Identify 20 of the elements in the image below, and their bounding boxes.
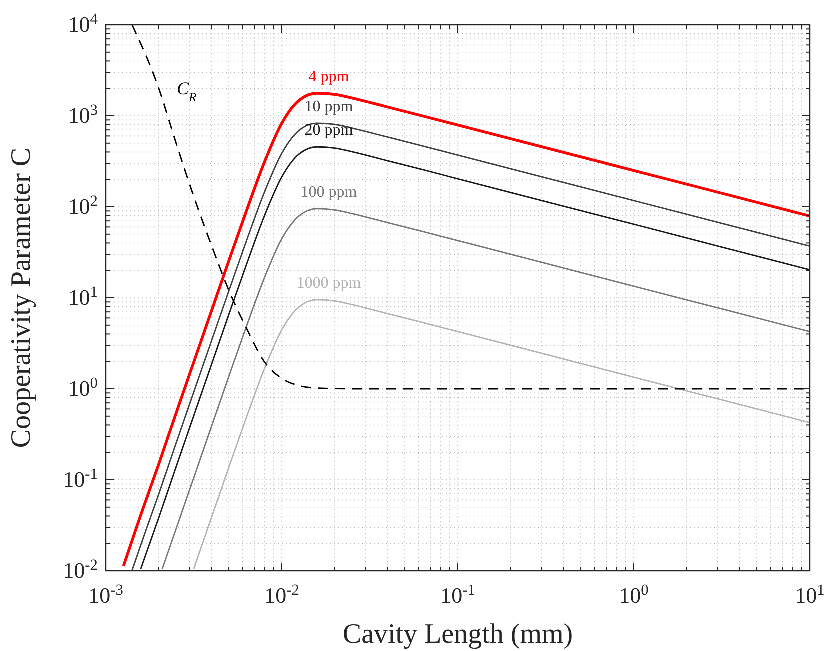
x-tick-label: 10$^{-1}$ (440, 582, 476, 608)
series-label: 4 ppm (308, 68, 350, 86)
y-tick-label: 10$^{2}$ (68, 192, 98, 219)
series-label: 20 ppm (304, 122, 354, 140)
x-tick-label: 10$^{-2}$ (264, 582, 300, 608)
series-label: C$_{R}$ (176, 78, 197, 105)
x-axis-title: Cavity Length (mm) (342, 619, 574, 650)
y-tick-label: 10$^{4}$ (68, 10, 98, 37)
series-label: 100 ppm (300, 184, 358, 201)
y-tick-label: 10$^{3}$ (68, 102, 98, 128)
y-tick-label: 10$^{1}$ (68, 284, 98, 310)
series-label: 10 ppm (304, 98, 354, 116)
x-tick-label: 10$^{0}$ (619, 582, 650, 608)
series-label: 1000 ppm (296, 274, 362, 292)
x-tick-label: 10$^{1}$ (795, 582, 825, 608)
y-tick-label: 10$^{-1}$ (63, 466, 98, 492)
y-axis-title: Cooperativity Parameter C (6, 148, 37, 448)
x-tick-label: 10$^{-3}$ (88, 582, 124, 608)
y-tick-label: 10$^{-2}$ (63, 556, 98, 583)
y-tick-label: 10$^{0}$ (68, 374, 98, 401)
